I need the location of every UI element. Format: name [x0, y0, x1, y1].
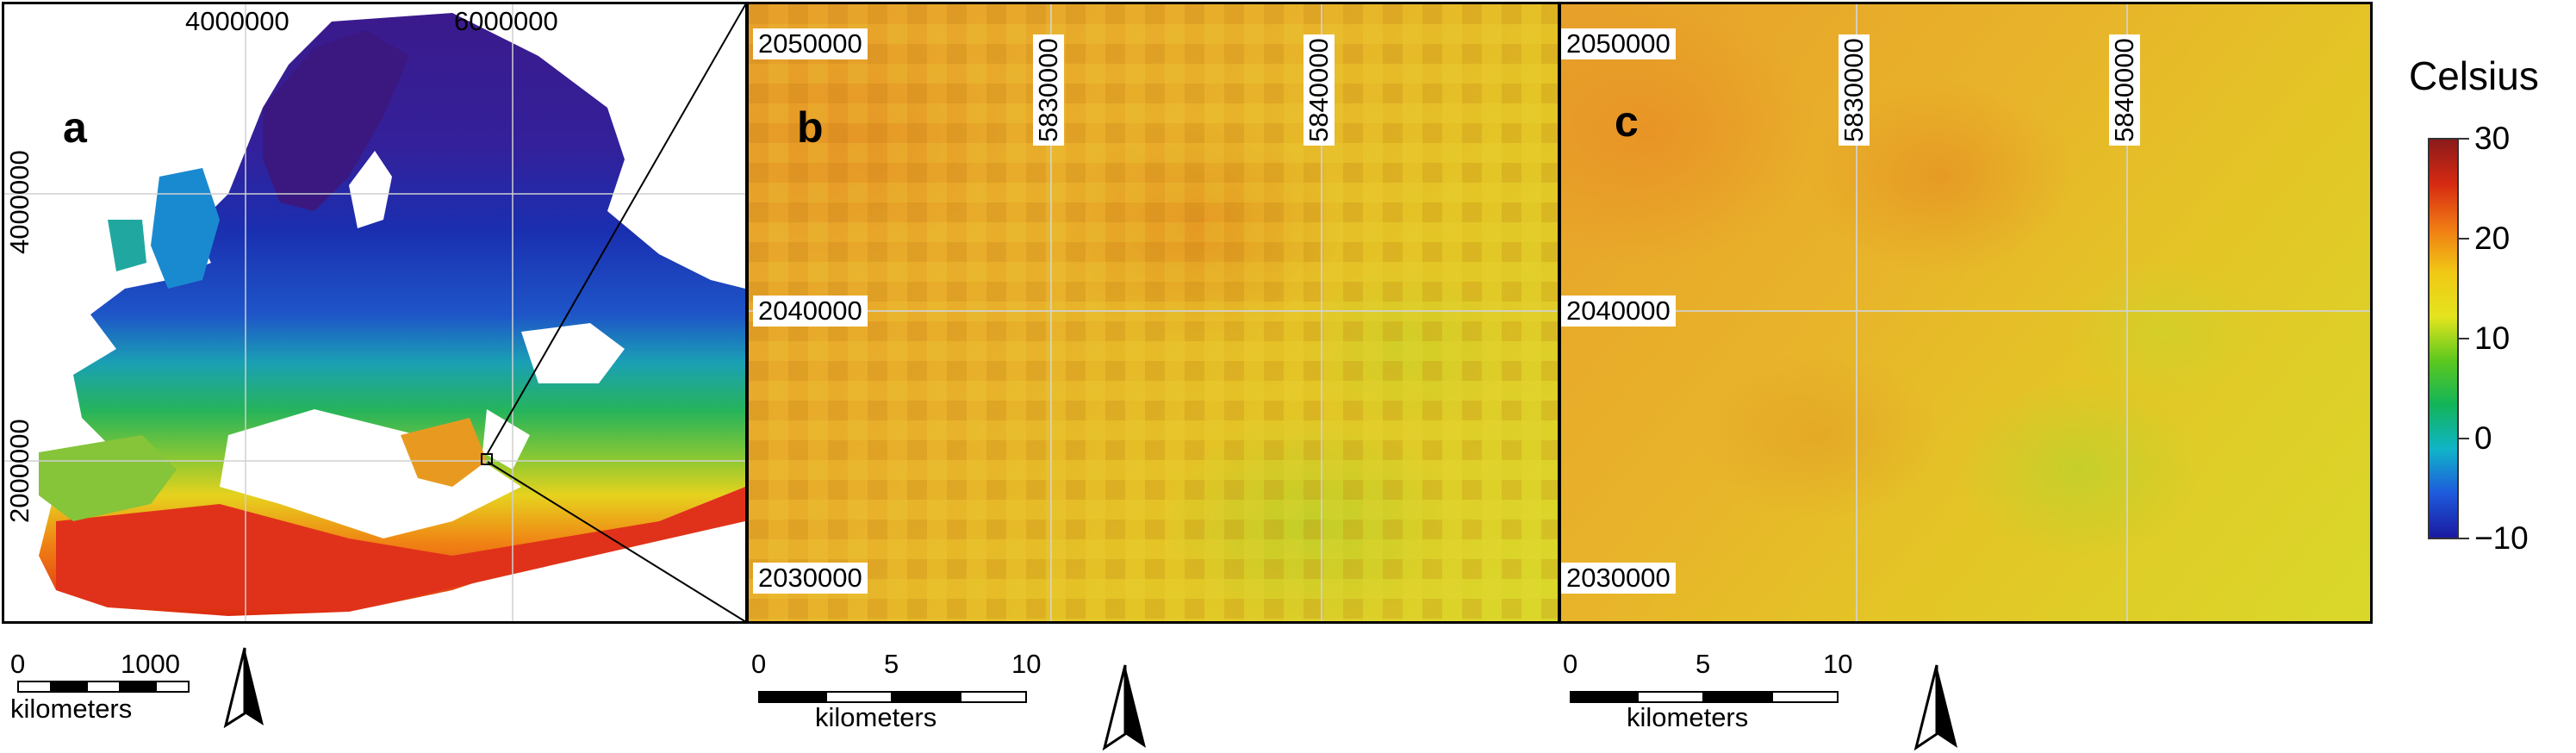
- grid-line: [2126, 4, 2128, 621]
- temperature-field-coarse: [749, 4, 1558, 621]
- colorbar-label: 20: [2474, 221, 2511, 256]
- grid-line: [1856, 4, 1857, 621]
- scale-bar-c: 0 5 10 kilometers: [1563, 650, 1852, 732]
- scale-tick-label: 0: [751, 649, 767, 679]
- colorbar-label: 30: [2474, 121, 2511, 156]
- map-panel-b: 2050000 2040000 2030000 5830000 5840000 …: [746, 2, 1560, 624]
- colorbar-tick: [2459, 238, 2469, 240]
- scale-bar-a: 0 1000 kilometers: [10, 650, 190, 724]
- y-tick-label: 2050000: [1561, 28, 1676, 59]
- scale-tick-label: 5: [1696, 649, 1711, 679]
- panel-label-b: b: [797, 103, 824, 152]
- y-tick-label: 2040000: [1561, 296, 1676, 327]
- legend-title: Celsius: [2409, 53, 2539, 98]
- y-tick-label: 2040000: [753, 296, 868, 327]
- scale-unit-label: kilometers: [1627, 702, 1749, 732]
- panel-label-a: a: [63, 103, 87, 152]
- y-tick-label: 2030000: [753, 563, 868, 594]
- x-tick-label: 6000000: [454, 6, 558, 36]
- scale-unit-label: kilometers: [10, 694, 133, 724]
- europe-temperature-map: [4, 4, 745, 621]
- north-arrow-icon: [1102, 664, 1146, 751]
- pixel-blocks: [749, 4, 1558, 621]
- y-tick-label: 2050000: [753, 28, 868, 59]
- scale-tick-label: 5: [884, 649, 899, 679]
- grid-line: [1050, 4, 1052, 621]
- x-tick-label: 4000000: [185, 6, 289, 36]
- map-panel-c: 2050000 2040000 2030000 5830000 5840000 …: [1559, 2, 2373, 624]
- scale-bar-b: 0 5 10 kilometers: [751, 650, 1041, 732]
- grid-line: [749, 310, 1558, 312]
- panel-label-c: c: [1615, 97, 1639, 146]
- scale-tick-label: 10: [1011, 649, 1042, 679]
- scale-tick-label: 0: [10, 649, 26, 679]
- colorbar-tick: [2459, 138, 2469, 140]
- colorbar-tick: [2459, 338, 2469, 339]
- temperature-colorbar: [2428, 138, 2459, 539]
- scale-tick-label: 0: [1563, 649, 1578, 679]
- north-arrow-icon: [223, 647, 264, 729]
- temperature-field-fine: [1561, 4, 2370, 621]
- colorbar-label: 10: [2474, 320, 2511, 356]
- scale-tick-label: 1000: [121, 649, 180, 679]
- colorbar-tick: [2459, 438, 2469, 439]
- grid-line: [1561, 310, 2370, 312]
- north-arrow-icon: [1913, 664, 1957, 751]
- grid-line: [1321, 4, 1322, 621]
- scale-unit-label: kilometers: [815, 702, 937, 732]
- colorbar-label: 0: [2474, 420, 2492, 456]
- scale-tick-label: 10: [1823, 649, 1853, 679]
- colorbar-tick: [2459, 538, 2469, 539]
- map-panel-a: 4000000 6000000 4000000 2000000 a: [2, 2, 748, 624]
- colorbar-label: −10: [2474, 520, 2529, 556]
- y-tick-label: 2030000: [1561, 563, 1676, 594]
